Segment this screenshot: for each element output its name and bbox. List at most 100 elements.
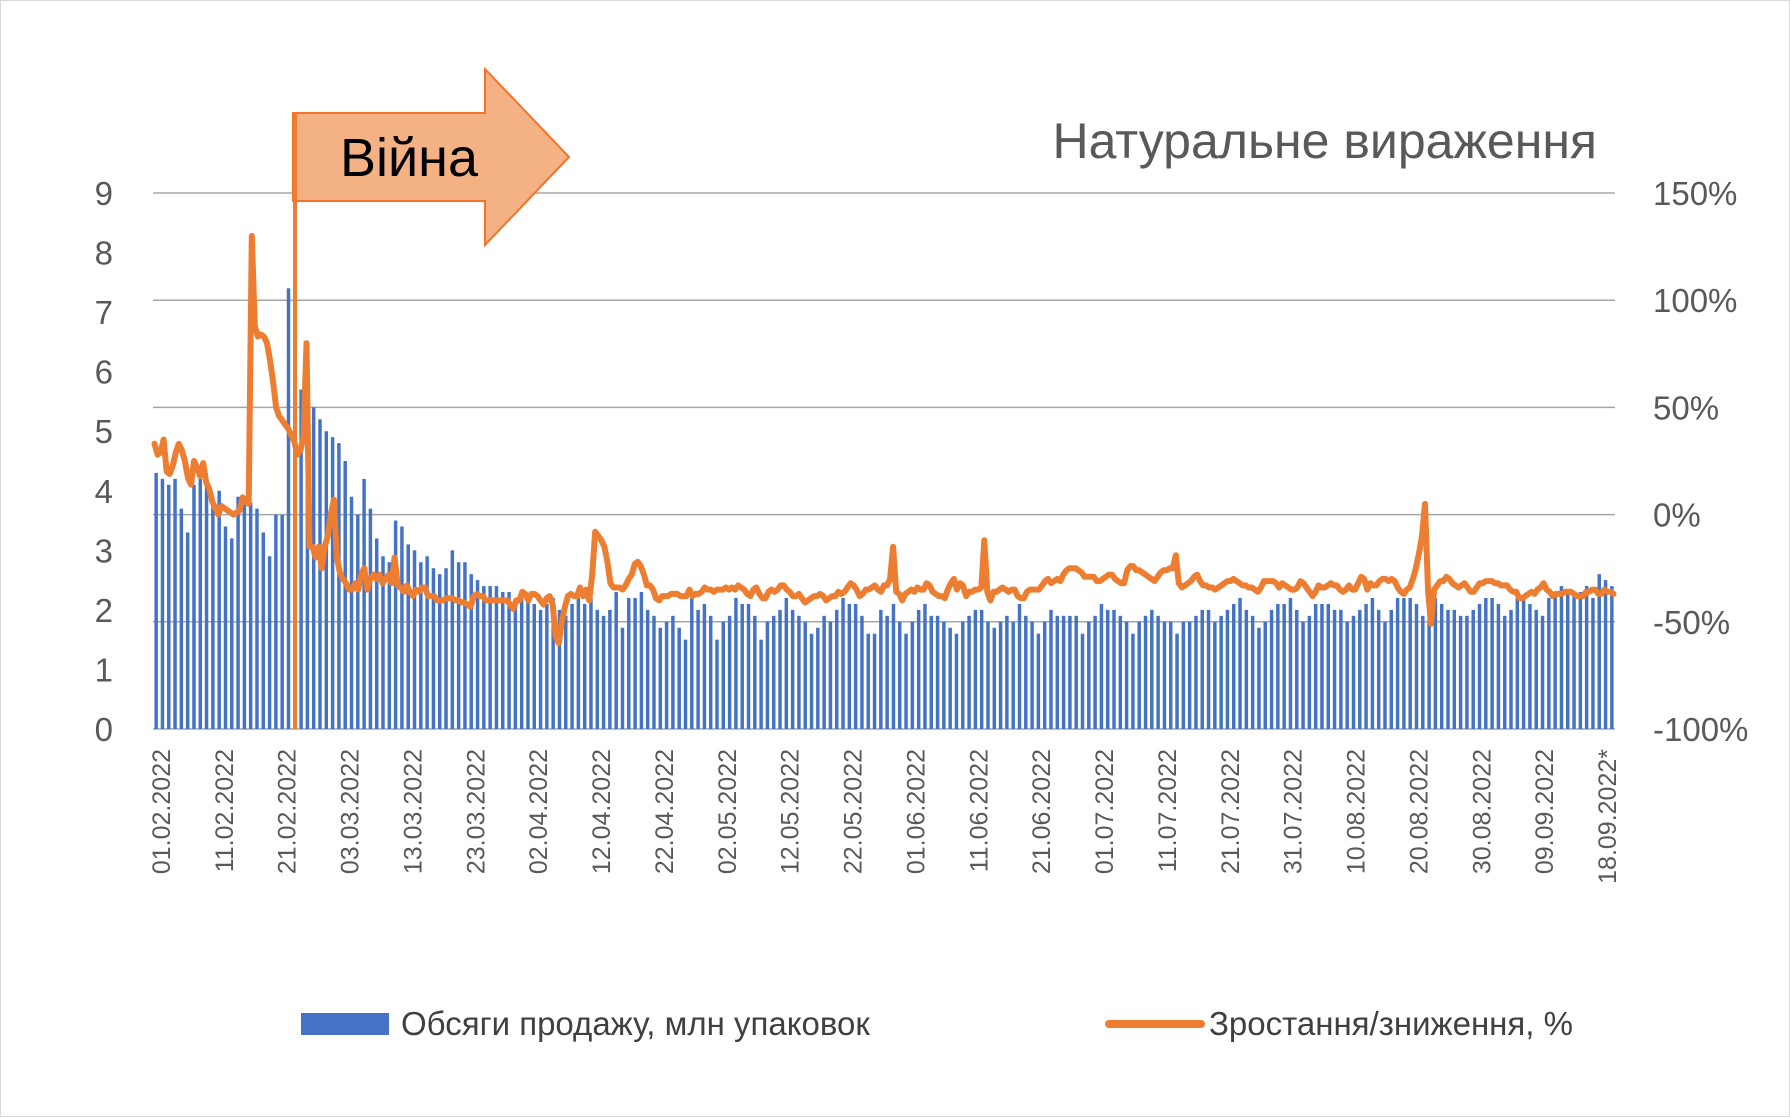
bar [1143, 615, 1148, 729]
bar [1162, 621, 1167, 729]
bar [1490, 597, 1494, 729]
x-axis-tick-label: 22.04.2022 [651, 749, 679, 874]
bar [494, 586, 499, 729]
bar [677, 627, 681, 729]
x-axis-tick-label: 31.07.2022 [1280, 749, 1308, 874]
bar [374, 538, 379, 729]
bar [406, 544, 410, 729]
bar [419, 562, 423, 729]
bar [633, 597, 637, 729]
bar [1389, 609, 1394, 729]
bar [1011, 621, 1015, 729]
bar [469, 574, 473, 729]
bar [973, 609, 978, 729]
bar [431, 568, 436, 729]
bar [280, 514, 284, 729]
left-axis-tick-label: 5 [95, 413, 113, 450]
bar [450, 550, 455, 729]
bar [362, 478, 366, 729]
bar [299, 389, 303, 729]
bar [614, 592, 618, 729]
bar [274, 514, 278, 729]
war-arrow-label: Війна [340, 128, 479, 188]
bar [1339, 609, 1343, 729]
legend-line-label: Зростання/зниження, % [1209, 1005, 1573, 1042]
bar [1376, 609, 1381, 729]
bar [1433, 597, 1438, 729]
bar [356, 514, 360, 729]
bar [1395, 597, 1400, 729]
bar [746, 603, 751, 729]
bar [683, 639, 688, 729]
bar [167, 484, 171, 729]
bar [343, 461, 347, 729]
bar [1351, 615, 1356, 729]
bar [242, 496, 247, 729]
right-axis-tick-label: 100% [1653, 282, 1737, 319]
bar [708, 615, 713, 729]
bar [898, 621, 902, 729]
x-axis-tick-label: 18.09.2022* [1594, 749, 1622, 884]
bar [1465, 615, 1469, 729]
bar [1540, 615, 1545, 729]
bar [1313, 603, 1318, 729]
right-axis-tick-label: 0% [1653, 497, 1701, 534]
bar [1175, 633, 1179, 729]
bar [1225, 609, 1230, 729]
bar [797, 615, 801, 729]
x-axis-tick-label: 10.08.2022 [1343, 749, 1371, 874]
bar [1295, 609, 1299, 729]
bar [1250, 615, 1255, 729]
x-axis-tick-label: 20.08.2022 [1405, 749, 1433, 874]
left-axis-tick-label: 6 [95, 354, 113, 391]
bar [1370, 597, 1375, 729]
x-axis-tick-label: 02.05.2022 [714, 749, 742, 874]
right-axis-tick-label: -50% [1653, 604, 1730, 641]
bar [324, 431, 329, 729]
bar [438, 574, 442, 729]
bar [954, 633, 959, 729]
bar [1515, 597, 1520, 729]
legend-bar-swatch [301, 1013, 389, 1035]
bar [1597, 574, 1601, 729]
x-axis-tick-label: 23.03.2022 [462, 749, 490, 874]
bar [217, 490, 221, 729]
bar [1087, 621, 1091, 729]
bar [1187, 621, 1192, 729]
bar [173, 478, 177, 729]
bar [337, 443, 341, 729]
bar [1219, 615, 1223, 729]
bar [1414, 603, 1419, 729]
x-axis-tick-label: 11.07.2022 [1154, 749, 1182, 872]
legend-line-item: Зростання/зниження, % [1105, 1004, 1573, 1044]
bar [1150, 609, 1154, 729]
bar [620, 627, 625, 729]
bar [488, 586, 492, 729]
bar [1446, 609, 1450, 729]
x-axis-tick-label: 13.03.2022 [400, 749, 428, 874]
bar [1307, 615, 1312, 729]
bar [330, 437, 335, 729]
bar [1036, 633, 1041, 729]
bar [236, 496, 240, 729]
x-axis-tick-label: 01.07.2022 [1091, 749, 1119, 874]
bar [349, 496, 354, 729]
bar [311, 407, 316, 729]
bar [1131, 633, 1135, 729]
bar [1194, 615, 1198, 729]
bar [828, 621, 833, 729]
right-axis-tick-label: 50% [1653, 389, 1719, 426]
bar [1269, 609, 1274, 729]
bar [1502, 615, 1507, 729]
chart-title: Натуральне вираження [1052, 113, 1597, 169]
bar [835, 609, 839, 729]
bar [1061, 615, 1066, 729]
bar [671, 615, 675, 729]
bar [456, 562, 461, 729]
bar [866, 633, 870, 729]
bar [1326, 603, 1331, 729]
bar [519, 597, 524, 729]
bar [1213, 621, 1217, 729]
